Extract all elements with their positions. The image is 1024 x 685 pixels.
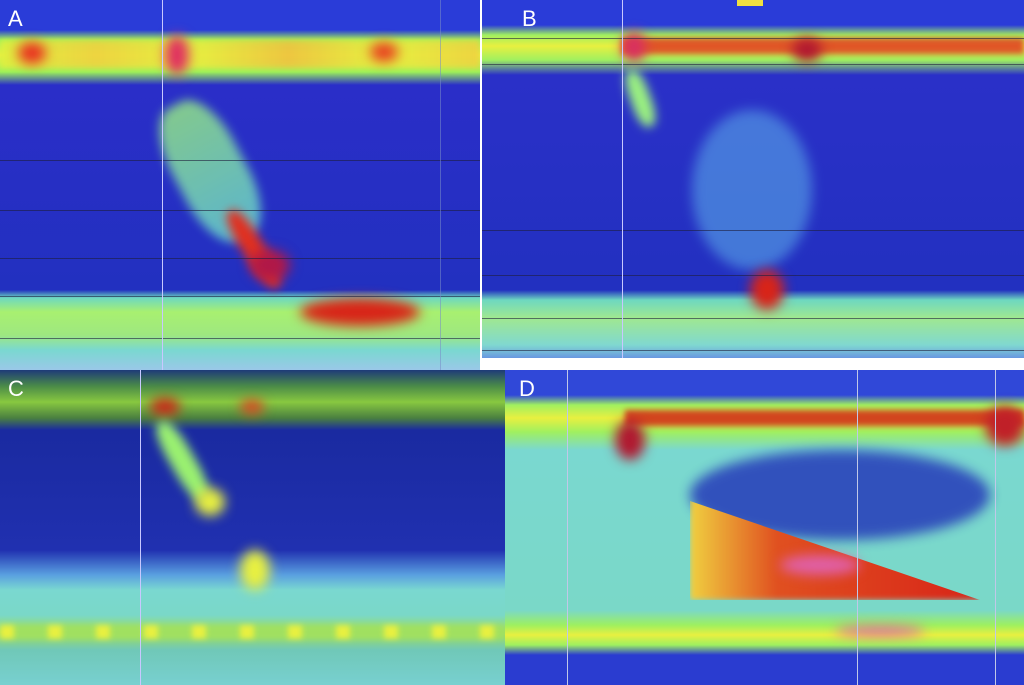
panel-label-a: A xyxy=(8,6,23,31)
panel-label-b: B xyxy=(522,6,537,31)
panel-label-d: D xyxy=(519,376,535,401)
panel-d: D xyxy=(505,370,1024,685)
panel-c: C xyxy=(0,370,505,685)
panel-b: B xyxy=(482,0,1024,358)
panel-label-c: C xyxy=(8,376,24,401)
marker xyxy=(737,0,763,6)
panel-a: A xyxy=(0,0,480,370)
